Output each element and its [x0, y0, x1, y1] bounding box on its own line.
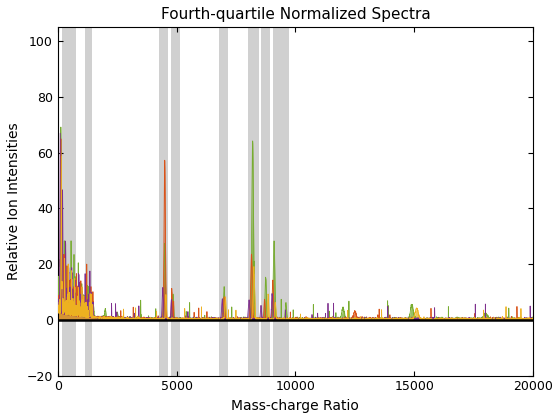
Bar — [158, 27, 168, 375]
Bar — [220, 27, 228, 375]
Title: Fourth-quartile Normalized Spectra: Fourth-quartile Normalized Spectra — [161, 7, 430, 22]
X-axis label: Mass-charge Ratio: Mass-charge Ratio — [231, 399, 360, 413]
Bar — [248, 27, 259, 375]
Bar — [63, 27, 76, 375]
Bar — [171, 27, 180, 375]
Y-axis label: Relative Ion Intensities: Relative Ion Intensities — [7, 123, 21, 280]
Bar — [273, 27, 290, 375]
Bar — [261, 27, 270, 375]
Bar — [85, 27, 92, 375]
